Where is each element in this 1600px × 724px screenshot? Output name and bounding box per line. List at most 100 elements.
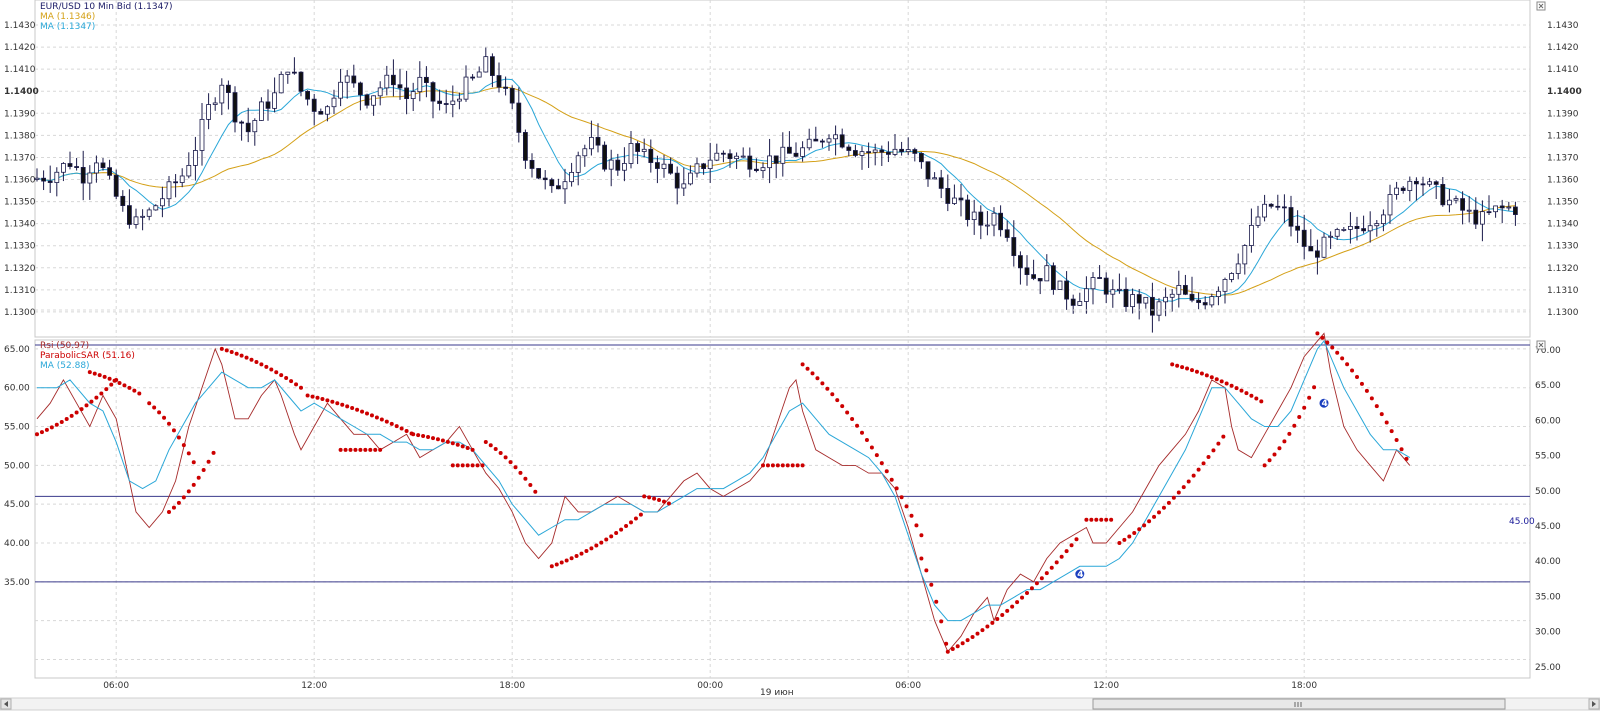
sar-dot — [460, 444, 465, 449]
sar-dot — [127, 385, 132, 390]
sar-dot — [1015, 600, 1020, 605]
sar-dot — [350, 406, 355, 411]
candle-body — [47, 180, 53, 183]
sar-dot — [761, 463, 765, 468]
sar-dot — [254, 360, 259, 365]
sar-dot — [614, 531, 619, 536]
price-tick-label-right: 1.1420 — [1547, 43, 1579, 53]
sar-dot — [785, 463, 790, 468]
candle-body — [232, 92, 238, 123]
indicator-tick-label-right: 60.00 — [1535, 416, 1561, 426]
sar-dot — [470, 463, 475, 468]
candle-body — [1348, 225, 1353, 230]
sar-dot — [1000, 612, 1005, 617]
legend-rsi-ma: MA (52.88) — [40, 361, 90, 371]
candle-body — [1427, 181, 1432, 185]
sar-dot — [800, 362, 805, 367]
sar-dot — [69, 413, 74, 418]
rsi-line — [36, 332, 1411, 653]
sar-dot — [1161, 505, 1166, 510]
rsi-path — [36, 332, 1411, 653]
pane-close-icon[interactable] — [1536, 340, 1546, 350]
sar-dot — [810, 371, 815, 376]
candle-body — [1341, 228, 1347, 231]
sar-dot — [1287, 431, 1292, 436]
sar-dot — [363, 447, 368, 452]
sar-dot — [1166, 500, 1171, 505]
candle-body — [397, 84, 403, 89]
sar-dot — [642, 494, 647, 499]
candle-body — [338, 81, 344, 99]
sar-dot — [369, 413, 374, 418]
sar-dot — [929, 582, 934, 587]
sar-dot — [460, 463, 465, 468]
sar-dot — [1267, 458, 1272, 463]
sar-dot — [1262, 463, 1267, 468]
sar-dot — [1069, 543, 1074, 548]
candle-body — [740, 155, 746, 158]
sar-dot — [379, 417, 384, 422]
sar-dot — [1074, 537, 1079, 542]
sar-dot — [835, 398, 840, 403]
sar-dot — [112, 378, 117, 383]
scroll-left-arrow-icon[interactable] — [0, 698, 12, 710]
sar-dot — [845, 410, 850, 415]
candle-body — [1486, 211, 1492, 214]
scroll-thumb[interactable] — [1092, 698, 1506, 710]
indicator-pane[interactable]: 65.00 60.00 55.00 50.00 45.00 40.00 35.00 70.0… — [4, 309, 1561, 679]
sar-dot — [1049, 565, 1054, 570]
sar-dot — [780, 463, 785, 468]
pane-close-icon[interactable] — [1536, 1, 1546, 11]
indicator-tick-label-left: 55.00 — [4, 423, 30, 433]
sar-dot — [1142, 523, 1147, 528]
horizontal-scrollbar[interactable] — [0, 697, 1600, 711]
sar-dot — [455, 442, 460, 447]
sar-dot — [1196, 467, 1201, 472]
candle-body — [1249, 224, 1254, 246]
sar-dot — [1234, 386, 1239, 391]
candle-body — [127, 205, 132, 225]
sar-dot — [554, 562, 559, 567]
sar-dot — [310, 394, 315, 399]
candle-body — [351, 75, 357, 84]
price-pane[interactable]: 1.1430 1.1430 1.1420 1.1420 1.1410 1.1410 1.14… — [4, 0, 1582, 338]
sar-dot — [289, 379, 294, 384]
candle-body — [1156, 301, 1162, 316]
candle-body — [212, 102, 218, 105]
sar-dot — [904, 504, 909, 509]
sar-dot — [1044, 571, 1049, 576]
candle-body — [760, 167, 766, 172]
price-title: EUR/USD 10 Min Bid (1.1347) — [40, 2, 173, 12]
sar-dot — [1025, 591, 1029, 596]
candle-body — [1440, 184, 1446, 206]
sar-dot — [1034, 581, 1039, 586]
sar-dot — [360, 409, 365, 414]
candle-body — [1394, 187, 1399, 195]
sar-dot — [176, 435, 181, 440]
candle-body — [1328, 235, 1333, 238]
sar-dot — [92, 371, 97, 376]
indicator-tick-label-right: 40.00 — [1535, 557, 1561, 567]
sar-dot — [345, 404, 350, 409]
sar-dot — [239, 353, 244, 358]
sar-dot — [569, 556, 574, 561]
scroll-right-arrow-icon[interactable] — [1588, 698, 1600, 710]
sar-dot — [1325, 340, 1330, 345]
event-marker[interactable] — [1074, 568, 1086, 580]
candle-body — [404, 87, 410, 99]
indicator-tick-label-right: 35.00 — [1535, 592, 1561, 602]
sar-dot — [1221, 434, 1226, 439]
candle-body — [153, 205, 159, 211]
candle-body — [1493, 205, 1498, 213]
candle-body — [721, 152, 726, 155]
event-markers[interactable]: 44 — [1074, 397, 1330, 580]
sar-dot — [99, 391, 104, 396]
candle-body — [562, 181, 568, 190]
sar-dot — [147, 401, 152, 406]
rsi-ma-line — [37, 340, 1411, 622]
candle-body — [688, 172, 693, 185]
sar-dot — [934, 599, 939, 604]
sar-dot — [54, 422, 59, 427]
event-marker[interactable] — [1318, 397, 1330, 409]
